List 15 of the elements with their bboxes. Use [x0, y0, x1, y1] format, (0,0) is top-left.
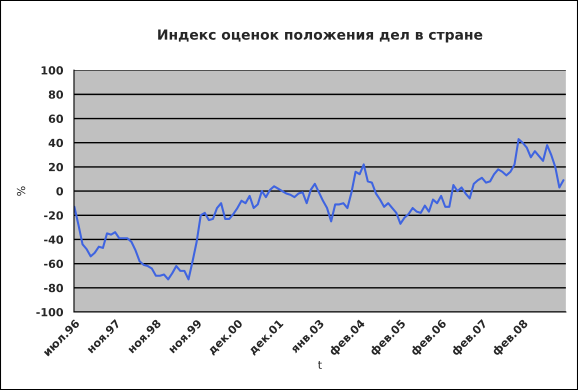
y-tick-label: 20	[48, 162, 64, 172]
y-tick-label: 80	[48, 90, 64, 99]
y-tick-label: 0	[56, 187, 64, 196]
y-tick-label: -20	[44, 211, 64, 220]
y-tick-label: 40	[48, 138, 64, 148]
y-tick-label: 100	[42, 66, 64, 75]
y-tick-label: -40	[44, 235, 64, 244]
y-tick-label: 60	[48, 114, 64, 123]
x-axis-title: t	[318, 361, 322, 369]
line-series	[74, 138, 564, 280]
y-tick-label: -100	[36, 308, 64, 316]
y-tick-label: -60	[44, 260, 64, 268]
y-axis-title: %	[16, 186, 26, 196]
chart-title: Индекс оценок положения дел в стране	[158, 30, 482, 43]
y-tick-label: -80	[44, 284, 64, 292]
